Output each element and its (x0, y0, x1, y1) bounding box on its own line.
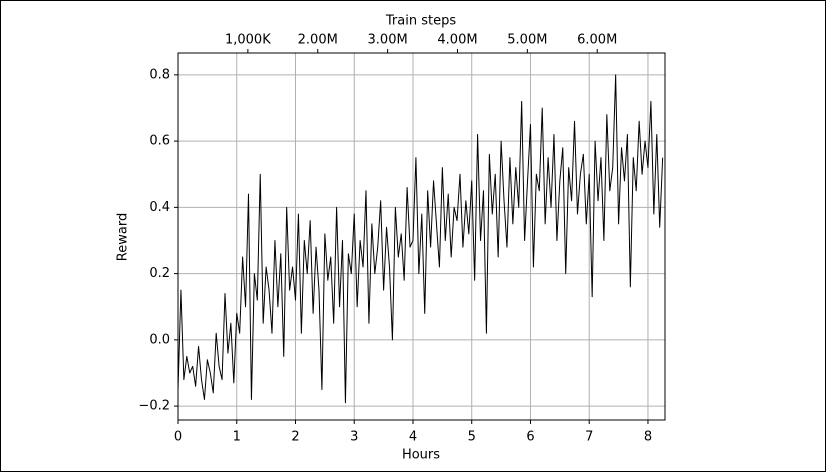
y-tick-label: 0.6 (149, 134, 170, 149)
plot-frame (177, 52, 666, 421)
x-tick-label: 5 (468, 430, 476, 445)
y-tick-label: 0.8 (149, 67, 170, 82)
x-tick-label: 7 (585, 430, 593, 445)
x-tick-label: 2 (291, 430, 299, 445)
x2-tick-label: 3.00M (368, 33, 408, 48)
y-axis-label: Reward (116, 213, 131, 261)
x-tick-label: 4 (409, 430, 417, 445)
x2-tick-label: 6.00M (577, 33, 617, 48)
y-tick-label: −0.2 (138, 399, 170, 414)
x-tick-label: 3 (350, 430, 358, 445)
x2-tick-label: 4.00M (437, 33, 477, 48)
x-tick-label: 8 (644, 430, 652, 445)
x2-tick-label: 1,000K (225, 33, 271, 48)
x-tick-label: 6 (526, 430, 534, 445)
y-tick-label: 0.4 (149, 200, 170, 215)
x2-tick-label: 5.00M (507, 33, 547, 48)
x-tick-label: 0 (174, 430, 182, 445)
x-axis-label: Hours (402, 448, 440, 463)
y-tick-label: 0.2 (149, 266, 170, 281)
x2-tick-label: 2.00M (298, 33, 338, 48)
y-tick-label: 0.0 (149, 332, 170, 347)
line-series (177, 74, 664, 404)
x2-axis-label: Train steps (385, 14, 456, 29)
x-tick-label: 1 (233, 430, 241, 445)
